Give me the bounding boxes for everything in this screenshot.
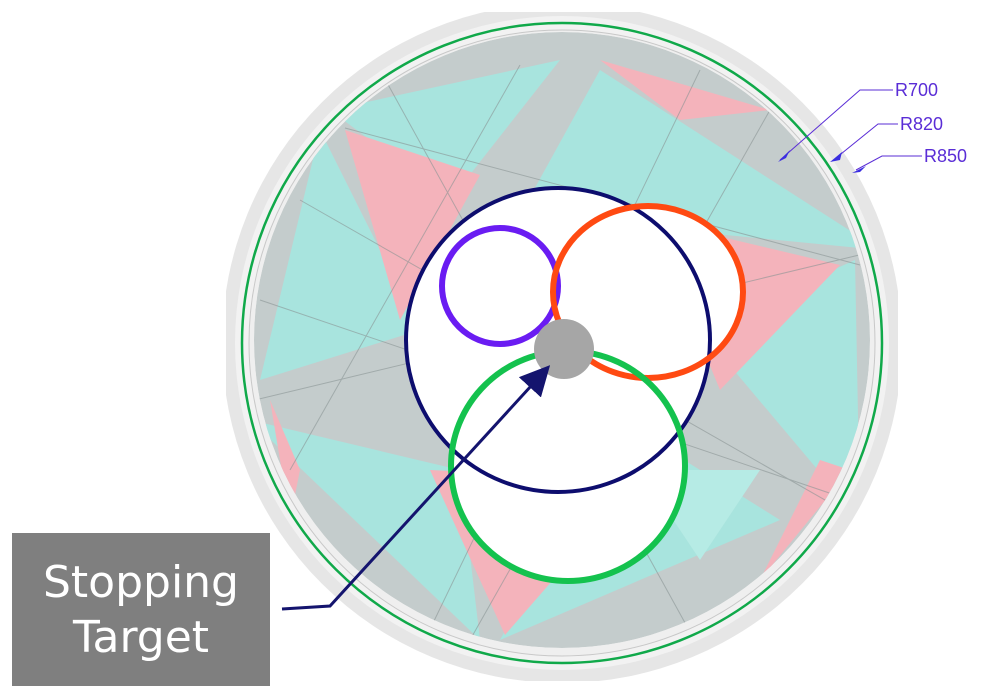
left-notch [214, 170, 226, 510]
r700-leader [779, 89, 893, 161]
r820-label: R820 [900, 114, 943, 134]
target-arrow [281, 365, 551, 611]
pink-wedge [600, 60, 770, 120]
callout-line-2: Target [72, 611, 210, 663]
top-notch [385, 0, 725, 12]
central-lobe [558, 205, 742, 375]
r700-label: R700 [895, 80, 938, 100]
radius-arrowheads [778, 150, 866, 173]
pink-wedge [760, 460, 850, 580]
inner-boundary-circle [404, 186, 712, 494]
cyan-wedge [260, 130, 420, 380]
r820-arrowhead [830, 152, 842, 162]
stopping-target-callout: Stopping Target [12, 533, 270, 686]
stopping-target [534, 319, 594, 379]
purple-track [439, 225, 561, 347]
r850-label: R850 [924, 146, 967, 166]
radius-leaders [779, 89, 922, 171]
pink-wedge [345, 130, 480, 320]
callout-line-1: Stopping [42, 556, 239, 608]
r820-leader [835, 123, 898, 159]
cyan-wedge [254, 420, 480, 640]
r700-arrowhead [778, 150, 790, 162]
right-notch [898, 170, 910, 510]
orange-track [550, 203, 746, 381]
bottom-notch [385, 681, 725, 697]
detector-ring [240, 21, 884, 665]
r850-arrowhead [852, 166, 866, 173]
r850-leader [855, 155, 922, 171]
